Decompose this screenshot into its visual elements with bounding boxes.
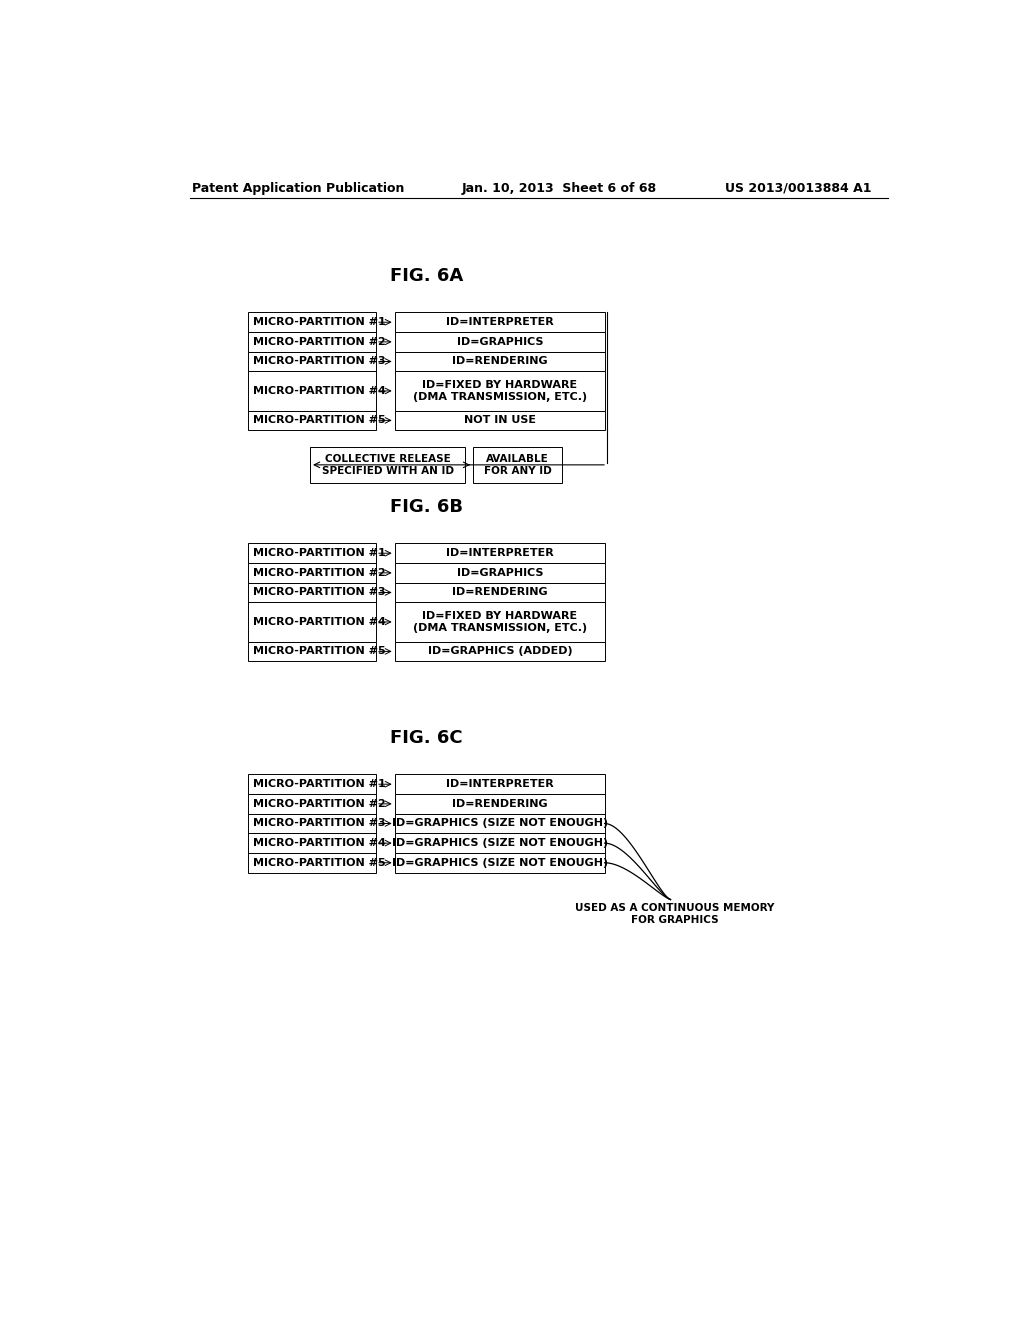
Text: ID=GRAPHICS: ID=GRAPHICS bbox=[457, 568, 544, 578]
Text: FIG. 6A: FIG. 6A bbox=[390, 268, 463, 285]
Text: MICRO-PARTITION #4: MICRO-PARTITION #4 bbox=[253, 838, 386, 849]
Bar bbox=[395, 411, 604, 430]
Text: ID=RENDERING: ID=RENDERING bbox=[453, 356, 548, 367]
Bar bbox=[248, 642, 376, 661]
Bar bbox=[395, 313, 604, 333]
Bar bbox=[395, 544, 604, 564]
Text: MICRO-PARTITION #2: MICRO-PARTITION #2 bbox=[253, 799, 385, 809]
Text: MICRO-PARTITION #5: MICRO-PARTITION #5 bbox=[253, 416, 385, 425]
Text: USED AS A CONTINUOUS MEMORY
FOR GRAPHICS: USED AS A CONTINUOUS MEMORY FOR GRAPHICS bbox=[574, 903, 774, 925]
Bar bbox=[248, 795, 376, 813]
Text: MICRO-PARTITION #5: MICRO-PARTITION #5 bbox=[253, 647, 385, 656]
Text: MICRO-PARTITION #2: MICRO-PARTITION #2 bbox=[253, 337, 385, 347]
Bar bbox=[248, 564, 376, 582]
Text: ID=RENDERING: ID=RENDERING bbox=[453, 799, 548, 809]
Bar bbox=[395, 333, 604, 351]
Bar bbox=[395, 853, 604, 873]
Text: FIG. 6C: FIG. 6C bbox=[390, 730, 463, 747]
Text: ID=GRAPHICS (SIZE NOT ENOUGH): ID=GRAPHICS (SIZE NOT ENOUGH) bbox=[392, 838, 608, 849]
Bar bbox=[395, 833, 604, 853]
Text: Patent Application Publication: Patent Application Publication bbox=[191, 182, 403, 194]
Text: MICRO-PARTITION #1: MICRO-PARTITION #1 bbox=[253, 317, 385, 327]
Text: COLLECTIVE RELEASE
SPECIFIED WITH AN ID: COLLECTIVE RELEASE SPECIFIED WITH AN ID bbox=[322, 454, 454, 475]
Text: MICRO-PARTITION #3: MICRO-PARTITION #3 bbox=[253, 818, 385, 829]
Text: US 2013/0013884 A1: US 2013/0013884 A1 bbox=[725, 182, 871, 194]
Bar bbox=[395, 642, 604, 661]
Text: NOT IN USE: NOT IN USE bbox=[464, 416, 536, 425]
Text: FIG. 6B: FIG. 6B bbox=[390, 499, 463, 516]
Text: ID=INTERPRETER: ID=INTERPRETER bbox=[446, 317, 554, 327]
Text: ID=FIXED BY HARDWARE
(DMA TRANSMISSION, ETC.): ID=FIXED BY HARDWARE (DMA TRANSMISSION, … bbox=[413, 611, 587, 632]
Bar bbox=[395, 602, 604, 642]
Text: MICRO-PARTITION #4: MICRO-PARTITION #4 bbox=[253, 385, 386, 396]
Text: MICRO-PARTITION #3: MICRO-PARTITION #3 bbox=[253, 356, 385, 367]
Text: ID=GRAPHICS (ADDED): ID=GRAPHICS (ADDED) bbox=[428, 647, 572, 656]
Text: MICRO-PARTITION #2: MICRO-PARTITION #2 bbox=[253, 568, 385, 578]
Bar bbox=[395, 371, 604, 411]
Bar bbox=[248, 853, 376, 873]
Text: MICRO-PARTITION #5: MICRO-PARTITION #5 bbox=[253, 858, 385, 867]
Bar bbox=[248, 544, 376, 564]
Text: ID=INTERPRETER: ID=INTERPRETER bbox=[446, 779, 554, 789]
Text: ID=FIXED BY HARDWARE
(DMA TRANSMISSION, ETC.): ID=FIXED BY HARDWARE (DMA TRANSMISSION, … bbox=[413, 380, 587, 401]
Bar bbox=[395, 775, 604, 795]
Bar bbox=[395, 564, 604, 582]
Text: Jan. 10, 2013  Sheet 6 of 68: Jan. 10, 2013 Sheet 6 of 68 bbox=[461, 182, 656, 194]
Bar bbox=[248, 371, 376, 411]
Text: ID=INTERPRETER: ID=INTERPRETER bbox=[446, 548, 554, 558]
Bar bbox=[395, 795, 604, 813]
Text: MICRO-PARTITION #1: MICRO-PARTITION #1 bbox=[253, 779, 385, 789]
Bar bbox=[310, 447, 465, 483]
Bar bbox=[248, 351, 376, 371]
Text: ID=GRAPHICS (SIZE NOT ENOUGH): ID=GRAPHICS (SIZE NOT ENOUGH) bbox=[392, 858, 608, 867]
Bar bbox=[248, 313, 376, 333]
Bar bbox=[248, 813, 376, 833]
Bar bbox=[248, 775, 376, 795]
Bar bbox=[395, 813, 604, 833]
Bar bbox=[248, 411, 376, 430]
Bar bbox=[248, 833, 376, 853]
Text: ID=GRAPHICS (SIZE NOT ENOUGH): ID=GRAPHICS (SIZE NOT ENOUGH) bbox=[392, 818, 608, 829]
Text: ID=GRAPHICS: ID=GRAPHICS bbox=[457, 337, 544, 347]
Text: ID=RENDERING: ID=RENDERING bbox=[453, 587, 548, 598]
Bar bbox=[248, 333, 376, 351]
Bar bbox=[395, 351, 604, 371]
Text: MICRO-PARTITION #3: MICRO-PARTITION #3 bbox=[253, 587, 385, 598]
Text: MICRO-PARTITION #4: MICRO-PARTITION #4 bbox=[253, 616, 386, 627]
Bar bbox=[395, 582, 604, 602]
Bar bbox=[473, 447, 562, 483]
Bar bbox=[248, 582, 376, 602]
Text: MICRO-PARTITION #1: MICRO-PARTITION #1 bbox=[253, 548, 385, 558]
Text: AVAILABLE
FOR ANY ID: AVAILABLE FOR ANY ID bbox=[483, 454, 551, 475]
Bar bbox=[248, 602, 376, 642]
